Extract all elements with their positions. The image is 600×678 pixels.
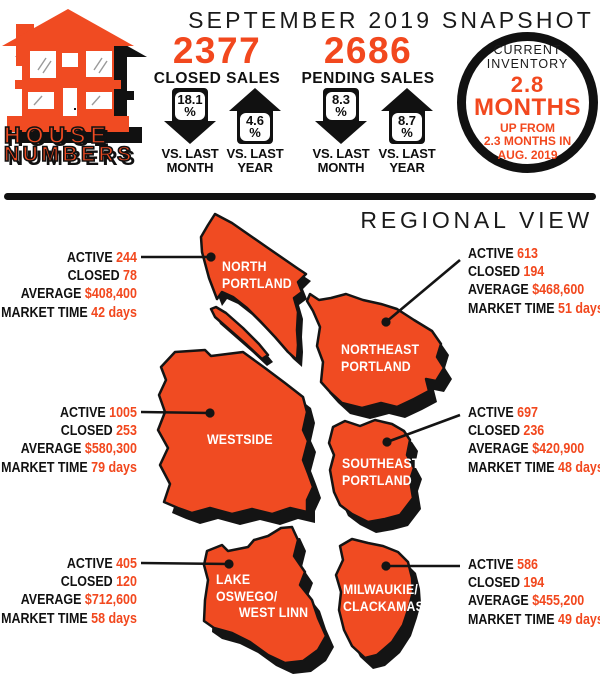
map-river-sliver: [209, 305, 270, 361]
stats-northeast-portland: ACTIVE 613 CLOSED 194 AVERAGE $468,600 MARK…: [468, 246, 600, 317]
regional-view-title: REGIONAL VIEW: [360, 207, 593, 233]
inventory-unit: MONTHS: [474, 93, 581, 121]
map-label-southeast-portland: SOUTHEAST PORTLAND: [342, 455, 420, 488]
house-numbers-logo: HOUSE NUMBERS: [0, 4, 170, 190]
stats-westside: ACTIVE 1005 CLOSED 253 AVERAGE $580,300 MAR…: [1, 405, 137, 476]
pending-vs-year-caption: VS. LAST YEAR: [378, 146, 436, 175]
inventory-label-line1: CURRENT: [493, 42, 562, 57]
closed-sales-value: 2377: [172, 30, 262, 71]
pending-sales-label: PENDING SALES: [301, 70, 435, 87]
pending-vs-month-caption: VS. LAST MONTH: [312, 146, 370, 175]
inventory-note-line2: 2.3 MONTHS IN: [483, 134, 572, 149]
closed-sales-stat: 2377 CLOSED SALES: [147, 30, 287, 88]
map-region-lake-oswego-west-linn: [202, 525, 328, 665]
inventory-label-line2: INVENTORY: [486, 56, 569, 71]
page-title: SEPTEMBER 2019 SNAPSHOT: [188, 7, 594, 33]
inventory-value: 2.8: [510, 71, 545, 97]
pending-sales-stat: 2686 PENDING SALES: [298, 30, 438, 88]
closed-vs-year-badge: 4.6%: [229, 88, 281, 144]
callout-dot-lake-oswego: [224, 559, 234, 569]
map-label-westside: WESTSIDE: [207, 431, 273, 447]
closed-vs-month-value: 18.1%: [175, 92, 205, 120]
inventory-note-line3: AUG. 2019: [497, 147, 558, 162]
map-label-lake-oswego-west-linn: LAKE OSWEGO/ WEST LINN: [216, 571, 309, 620]
logo-word-house: HOUSE: [3, 122, 111, 148]
pending-sales-value: 2686: [323, 30, 413, 71]
pending-vs-year-badge: 8.7%: [381, 88, 433, 144]
map-region-north-portland: [199, 212, 308, 362]
callout-dot-northeast-portland: [381, 317, 391, 327]
callout-dot-milwaukie: [381, 561, 391, 571]
stats-lake-oswego-west-linn: ACTIVE 405 CLOSED 120 AVERAGE $712,600 MARK…: [1, 556, 137, 627]
stats-milwaukie-clackamas: ACTIVE 586 CLOSED 194 AVERAGE $455,200 MARK…: [468, 557, 600, 628]
pending-vs-year-value: 8.7%: [392, 113, 422, 141]
house-icon: [2, 9, 147, 143]
map-label-north-portland: NORTH PORTLAND: [222, 258, 292, 291]
logo-text: HOUSE NUMBERS: [3, 122, 135, 166]
current-inventory-circle: CURRENT INVENTORY 2.8 MONTHS UP FROM 2.3…: [457, 32, 598, 173]
map-region-northeast-portland: [305, 292, 446, 410]
inventory-note-line1: UP FROM: [499, 120, 556, 135]
stats-southeast-portland: ACTIVE 697 CLOSED 236 AVERAGE $420,900 MARK…: [468, 405, 600, 476]
map-region-southeast-portland: [327, 418, 416, 524]
callout-dot-southeast-portland: [382, 437, 392, 447]
pending-vs-month-value: 8.3%: [326, 92, 356, 120]
closed-vs-year-value: 4.6%: [240, 113, 270, 141]
map-label-northeast-portland: NORTHEAST PORTLAND: [341, 341, 420, 374]
stats-north-portland: ACTIVE 244 CLOSED 78 AVERAGE $408,400 MARKE…: [1, 250, 137, 321]
closed-vs-year-caption: VS. LAST YEAR: [226, 146, 284, 175]
pending-vs-month-badge: 8.3%: [315, 88, 367, 144]
map-region-westside: [156, 348, 315, 516]
logo-word-numbers: NUMBERS: [3, 143, 135, 166]
map-label-milwaukie-clackamas: MILWAUKIE/ CLACKAMAS: [343, 581, 424, 614]
closed-vs-month-badge: 18.1%: [164, 88, 216, 144]
section-divider: [4, 193, 596, 200]
callout-dot-north-portland: [206, 252, 216, 262]
map-region-milwaukie-clackamas: [334, 537, 415, 660]
callout-dot-westside: [205, 408, 215, 418]
closed-sales-label: CLOSED SALES: [153, 70, 281, 87]
closed-vs-month-caption: VS. LAST MONTH: [161, 146, 219, 175]
